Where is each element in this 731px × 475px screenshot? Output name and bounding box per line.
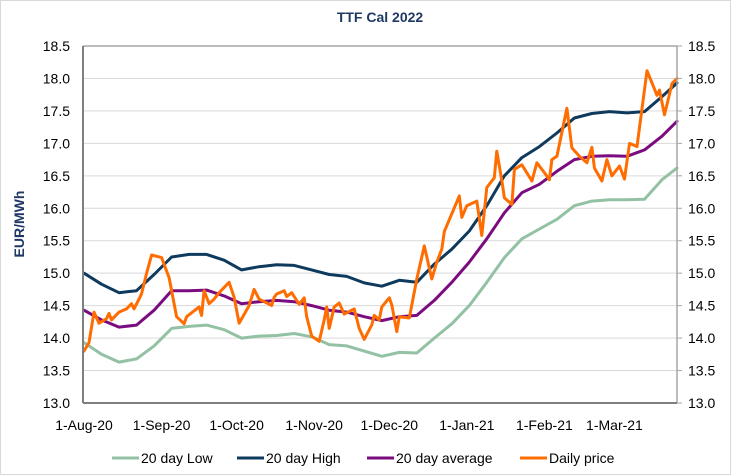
x-tick-label: 1-Nov-20 [285, 417, 343, 433]
x-tick-label: 1-Dec-20 [360, 417, 418, 433]
y-tick-label-left: 14.0 [43, 330, 70, 346]
y-tick-label-left: 18.0 [43, 70, 70, 86]
x-tick-label: 1-Jan-21 [439, 417, 494, 433]
axes [82, 45, 678, 404]
series-lines [82, 69, 679, 364]
y-tick-label-left: 15.0 [43, 265, 70, 281]
series-line-20-day-high [82, 81, 679, 295]
legend-label: 20 day High [266, 450, 341, 466]
y-tick-label-left: 18.5 [43, 38, 70, 54]
tick-labels: 13.0 13.0 13.5 13.5 14.0 14.0 14.5 14.5 15.0 15.0… [43, 38, 716, 433]
legend: 20 day Low 20 day High 20 day average Daily… [112, 450, 615, 466]
legend-label: 20 day Low [141, 450, 213, 466]
y-tick-label-left: 13.5 [43, 363, 70, 379]
y-tick-label-left: 17.0 [43, 135, 70, 151]
y-tick-label-right: 18.0 [688, 70, 715, 86]
y-tick-label-left: 13.0 [43, 395, 70, 411]
y-tick-label-right: 14.0 [688, 330, 715, 346]
y-axis-label: EUR/MWh [11, 191, 27, 258]
y-tick-label-right: 14.5 [688, 298, 715, 314]
y-tick-label-right: 13.0 [688, 395, 715, 411]
legend-label: Daily price [549, 450, 615, 466]
x-tick-label: 1-Sep-20 [133, 417, 191, 433]
y-tick-label-right: 13.5 [688, 363, 715, 379]
series-line-20-day-low [82, 166, 679, 364]
legend-label: 20 day average [396, 450, 493, 466]
y-tick-label-right: 17.5 [688, 103, 715, 119]
series-line-daily-price [82, 69, 679, 353]
x-tick-label: 1-Feb-21 [516, 417, 573, 433]
y-tick-label-right: 15.0 [688, 265, 715, 281]
chart-title: TTF Cal 2022 [337, 9, 424, 25]
gridlines [83, 45, 677, 372]
y-tick-label-right: 15.5 [688, 233, 715, 249]
y-tick-label-left: 16.5 [43, 168, 70, 184]
y-tick-label-right: 16.0 [688, 200, 715, 216]
y-tick-label-left: 14.5 [43, 298, 70, 314]
y-tick-label-right: 17.0 [688, 135, 715, 151]
y-tick-label-right: 16.5 [688, 168, 715, 184]
x-tick-label: 1-Oct-20 [209, 417, 264, 433]
y-tick-label-left: 15.5 [43, 233, 70, 249]
y-tick-label-left: 17.5 [43, 103, 70, 119]
y-tick-label-left: 16.0 [43, 200, 70, 216]
y-tick-label-right: 18.5 [688, 38, 715, 54]
x-tick-label: 1-Aug-20 [55, 417, 113, 433]
x-tick-label: 1-Mar-21 [586, 417, 643, 433]
